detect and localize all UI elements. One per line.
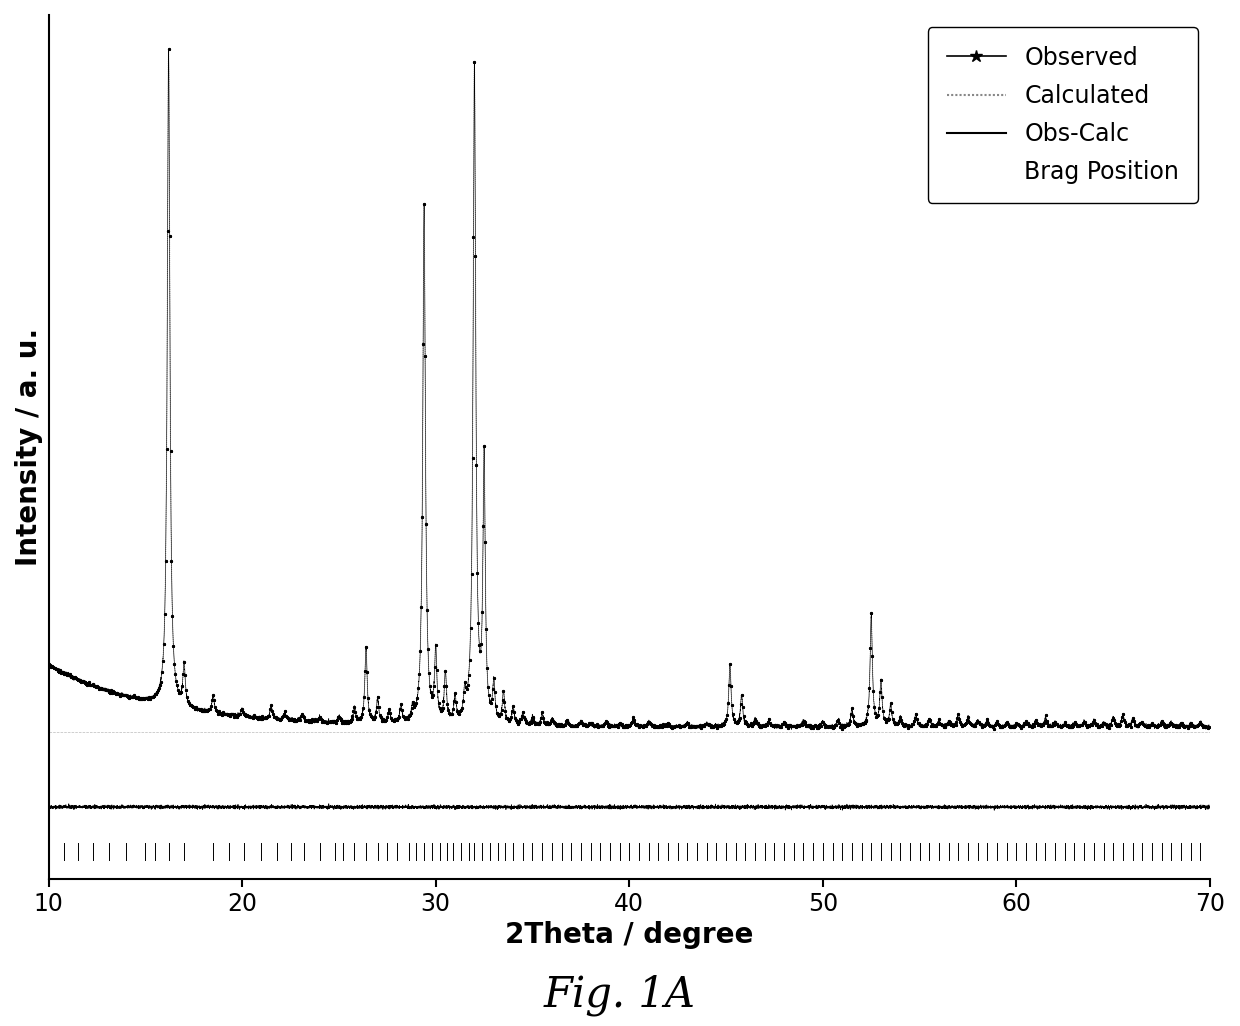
Observed	[102, 684, 117, 697]
Obs-Calc	[987, 804, 1002, 817]
Obs-Calc	[748, 801, 763, 814]
Calculated	[213, 707, 228, 719]
Observed	[161, 43, 176, 55]
Observed	[342, 715, 357, 727]
X-axis label: 2Theta / degree: 2Theta / degree	[505, 921, 754, 949]
Calculated	[342, 715, 357, 727]
Obs-Calc	[321, 797, 336, 810]
Y-axis label: Intensity / a. u.: Intensity / a. u.	[15, 327, 43, 566]
Obs-Calc	[652, 800, 667, 813]
Calculated	[1203, 720, 1218, 733]
Obs-Calc	[636, 800, 651, 813]
Line: Observed: Observed	[47, 48, 1211, 731]
Observed	[784, 723, 799, 736]
Line: Calculated: Calculated	[48, 49, 1210, 726]
Obs-Calc	[102, 799, 117, 812]
Observed	[748, 713, 763, 725]
Obs-Calc	[1203, 801, 1218, 814]
Obs-Calc	[41, 800, 56, 813]
Calculated	[652, 720, 667, 733]
Calculated	[41, 659, 56, 671]
Observed	[636, 719, 651, 732]
Obs-Calc	[342, 800, 357, 813]
Text: Fig. 1A: Fig. 1A	[544, 974, 696, 1016]
Calculated	[636, 720, 651, 733]
Legend: Observed, Calculated, Obs-Calc, Brag Position: Observed, Calculated, Obs-Calc, Brag Pos…	[928, 27, 1198, 203]
Observed	[1203, 721, 1218, 734]
Calculated	[102, 685, 117, 698]
Observed	[41, 658, 56, 670]
Calculated	[748, 712, 763, 724]
Obs-Calc	[213, 802, 228, 815]
Line: Obs-Calc: Obs-Calc	[48, 803, 1210, 811]
Observed	[213, 707, 228, 719]
Observed	[652, 719, 667, 732]
Calculated	[161, 43, 176, 55]
